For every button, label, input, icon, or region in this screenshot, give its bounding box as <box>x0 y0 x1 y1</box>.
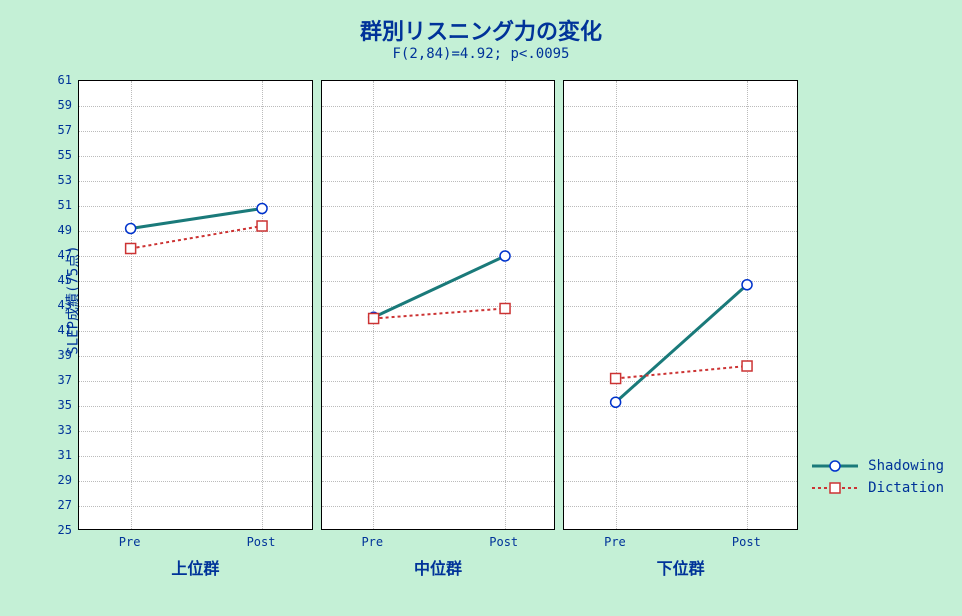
legend: Shadowing Dictation <box>810 455 944 499</box>
legend-label: Shadowing <box>868 458 944 474</box>
y-tick-label: 33 <box>44 423 72 437</box>
y-tick-label: 47 <box>44 248 72 262</box>
panel-title: 中位群 <box>414 555 462 579</box>
y-tick-label: 31 <box>44 448 72 462</box>
panel <box>321 80 556 530</box>
x-tick-label: Pre <box>119 535 141 549</box>
y-ticks: 25272931333537394143454749515355575961 <box>44 80 72 530</box>
y-tick-label: 59 <box>44 98 72 112</box>
y-tick-label: 41 <box>44 323 72 337</box>
y-tick-label: 29 <box>44 473 72 487</box>
chart-subtitle: F(2,84)=4.92; p<.0095 <box>0 46 962 62</box>
plot-svg <box>564 81 797 529</box>
legend-label: Dictation <box>868 480 944 496</box>
panel <box>563 80 798 530</box>
y-tick-label: 35 <box>44 398 72 412</box>
y-tick-label: 39 <box>44 348 72 362</box>
panel-title: 下位群 <box>657 555 705 579</box>
panel <box>78 80 313 530</box>
y-tick-label: 49 <box>44 223 72 237</box>
chart-title: 群別リスニング力の変化 <box>0 14 962 46</box>
plot-svg <box>79 81 312 529</box>
y-tick-label: 37 <box>44 373 72 387</box>
y-tick-label: 57 <box>44 123 72 137</box>
x-tick-label: Post <box>489 535 518 549</box>
x-tick-label: Post <box>732 535 761 549</box>
y-tick-label: 55 <box>44 148 72 162</box>
plot-svg <box>322 81 555 529</box>
x-tick-label: Pre <box>361 535 383 549</box>
y-tick-label: 53 <box>44 173 72 187</box>
y-tick-label: 27 <box>44 498 72 512</box>
chart-container: 群別リスニング力の変化 F(2,84)=4.92; p<.0095 SLEP成績… <box>0 0 962 616</box>
legend-item: Shadowing <box>810 455 944 477</box>
y-tick-label: 61 <box>44 73 72 87</box>
legend-item: Dictation <box>810 477 944 499</box>
y-tick-label: 43 <box>44 298 72 312</box>
y-tick-label: 51 <box>44 198 72 212</box>
x-tick-label: Post <box>247 535 276 549</box>
y-tick-label: 25 <box>44 523 72 537</box>
panel-title: 上位群 <box>171 555 219 579</box>
x-tick-label: Pre <box>604 535 626 549</box>
y-tick-label: 45 <box>44 273 72 287</box>
